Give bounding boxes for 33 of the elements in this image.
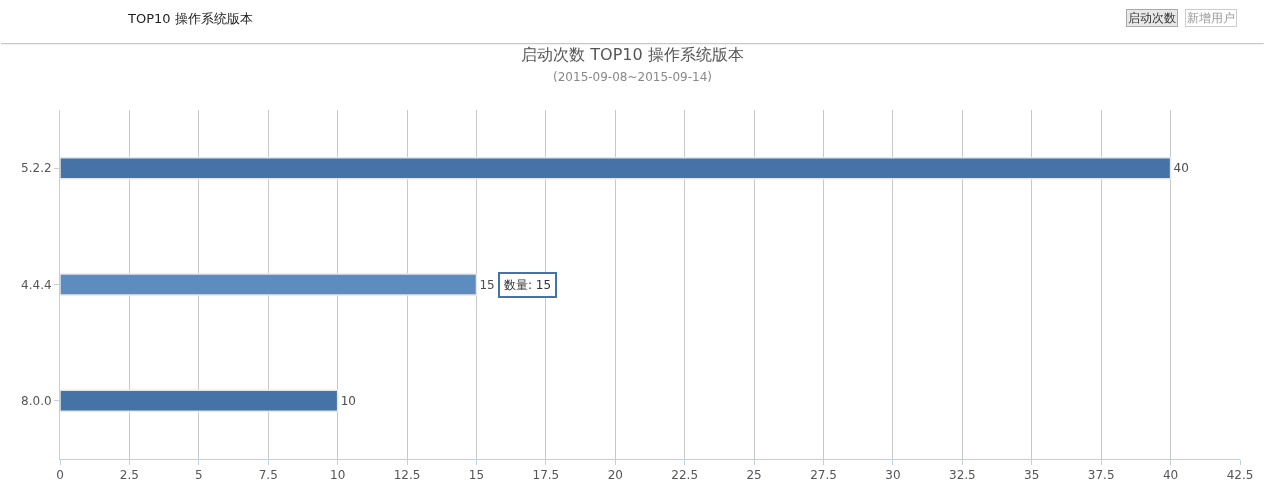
x-tick-label: 32.5 bbox=[948, 468, 976, 483]
data-label: 10 bbox=[340, 393, 356, 408]
x-tick-label: 17.5 bbox=[532, 468, 560, 483]
x-tick-label: 37.5 bbox=[1087, 468, 1115, 483]
chart-title: 启动次数 TOP10 操作系统版本 bbox=[521, 45, 744, 65]
x-tick-label: 40 bbox=[1162, 468, 1179, 483]
x-tick-label: 27.5 bbox=[810, 468, 837, 483]
x-tick-label: 20 bbox=[607, 468, 623, 483]
x-tick-label: 30 bbox=[885, 468, 901, 483]
x-tick-label: 2.5 bbox=[119, 468, 139, 483]
x-tick-label: 25 bbox=[746, 468, 762, 483]
x-tick-label: 22.5 bbox=[671, 468, 699, 483]
x-tick-label: 7.5 bbox=[258, 468, 278, 483]
bar bbox=[60, 156, 1172, 180]
x-tick-label: 0 bbox=[56, 468, 64, 483]
x-tick-label: 10 bbox=[330, 468, 346, 483]
x-tick-label: 35 bbox=[1024, 468, 1040, 483]
bar bbox=[60, 389, 339, 413]
bar bbox=[60, 273, 478, 296]
chart-subtitle: (2015-09-08~2015-09-14) bbox=[553, 70, 712, 85]
text: TOP10 操作系统版本 bbox=[127, 11, 253, 26]
x-tick-label: 15 bbox=[468, 468, 485, 483]
text: 启动次数 bbox=[1128, 11, 1176, 25]
x-tick-label: 12.5 bbox=[393, 468, 421, 483]
data-label: 40 bbox=[1173, 161, 1189, 176]
annotation: 数量: 15 bbox=[504, 278, 552, 292]
data-label: 15 bbox=[479, 277, 495, 292]
y-tick-label: 8.0.0 bbox=[21, 394, 52, 409]
text: 新增用户 bbox=[1187, 11, 1235, 25]
y-tick-label: 5.2.2 bbox=[21, 161, 52, 176]
y-tick-label: 4.4.4 bbox=[21, 277, 52, 292]
x-tick-label: 5 bbox=[195, 468, 203, 483]
x-tick-label: 42.5 bbox=[1226, 468, 1254, 483]
